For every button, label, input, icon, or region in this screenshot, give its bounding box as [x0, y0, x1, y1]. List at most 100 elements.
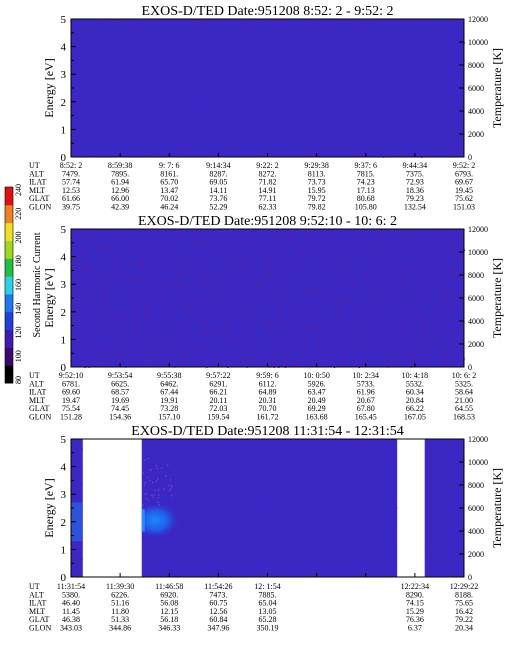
- speckle: [297, 363, 299, 365]
- speckle: [445, 288, 447, 290]
- speckle: [207, 80, 209, 82]
- orbit-value: 9:52: 2: [453, 161, 475, 170]
- speckle: [187, 512, 189, 514]
- speckle: [445, 287, 447, 289]
- speckle: [154, 502, 156, 504]
- speckle: [456, 518, 458, 521]
- speckle: [79, 286, 81, 288]
- speckle: [195, 537, 198, 539]
- speckle: [255, 556, 257, 558]
- speckle: [372, 514, 374, 516]
- speckle: [355, 309, 357, 311]
- speckle: [401, 108, 403, 110]
- speckle: [442, 29, 444, 31]
- speckle: [122, 329, 124, 331]
- speckle: [369, 278, 371, 280]
- speckle: [149, 290, 151, 292]
- speckle: [230, 79, 232, 81]
- speckle: [138, 277, 140, 279]
- speckle: [99, 22, 101, 24]
- speckle: [204, 440, 206, 443]
- speckle: [460, 556, 462, 558]
- speckle: [98, 120, 100, 122]
- speckle: [144, 312, 146, 314]
- speckle: [290, 328, 292, 331]
- speckle: [381, 542, 383, 544]
- speckle: [408, 335, 410, 337]
- speckle: [108, 308, 110, 310]
- speckle: [444, 362, 446, 364]
- speckle: [179, 571, 181, 573]
- speckle: [390, 354, 392, 356]
- speckle: [255, 235, 257, 237]
- speckle: [426, 89, 428, 91]
- speckle: [441, 269, 443, 271]
- colorbar-segment: [5, 204, 13, 224]
- speckle: [195, 486, 197, 489]
- speckle: [380, 234, 382, 237]
- speckle: [218, 235, 221, 237]
- speckle: [237, 567, 239, 569]
- y2-tick-label: 4000: [468, 107, 484, 116]
- speckle: [167, 364, 169, 366]
- speckle: [335, 338, 337, 340]
- colorbar-segment: [5, 365, 13, 384]
- speckle: [121, 333, 123, 336]
- chart-title: EXOS-D/TED Date:951208 8:52: 2 - 9:52: 2: [142, 4, 394, 19]
- speckle: [181, 326, 183, 328]
- speckle: [149, 572, 151, 574]
- speckle: [275, 440, 277, 442]
- speckle: [254, 545, 256, 548]
- speckle: [395, 275, 397, 277]
- speckle: [209, 475, 211, 477]
- speckle: [290, 480, 293, 482]
- speckle: [130, 243, 132, 245]
- speckle: [455, 446, 457, 448]
- speckle: [349, 50, 351, 52]
- speckle: [229, 363, 231, 365]
- speckle: [396, 253, 398, 255]
- speckle: [148, 51, 151, 53]
- speckle: [320, 516, 322, 518]
- speckle: [172, 484, 174, 486]
- speckle: [226, 250, 228, 252]
- speckle: [446, 318, 448, 320]
- speckle: [272, 231, 274, 233]
- speckle: [79, 95, 81, 97]
- speckle: [390, 339, 392, 341]
- speckle: [88, 155, 90, 157]
- speckle: [346, 350, 349, 352]
- speckle: [88, 262, 90, 264]
- orbit-value: 347.96: [207, 624, 229, 633]
- speckle: [322, 316, 324, 318]
- speckle: [405, 87, 407, 89]
- speckle: [101, 144, 103, 147]
- speckle: [177, 37, 179, 39]
- speckle: [102, 325, 104, 327]
- speckle: [246, 281, 248, 283]
- speckle: [289, 94, 291, 97]
- speckle: [175, 345, 177, 347]
- speckle: [114, 129, 116, 131]
- speckle: [298, 472, 301, 475]
- orbit-value: 61.66: [62, 194, 80, 203]
- speckle: [124, 33, 126, 35]
- speckle: [185, 58, 187, 60]
- speckle: [199, 324, 201, 326]
- speckle: [458, 309, 460, 311]
- speckle: [208, 346, 210, 348]
- speckle: [431, 467, 433, 469]
- speckle: [291, 233, 293, 235]
- speckle: [153, 463, 155, 465]
- speckle: [166, 283, 168, 285]
- speckle: [309, 316, 311, 319]
- speckle: [265, 245, 267, 247]
- speckle: [124, 341, 126, 343]
- speckle: [78, 276, 81, 278]
- speckle: [245, 268, 247, 270]
- orbit-value: 73.73: [308, 178, 326, 187]
- speckle: [167, 263, 169, 265]
- speckle: [166, 473, 168, 476]
- speckle: [405, 251, 407, 253]
- speckle: [241, 356, 243, 358]
